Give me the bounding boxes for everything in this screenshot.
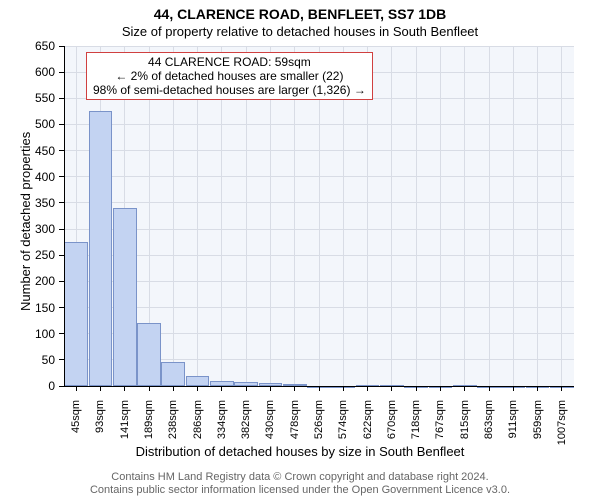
annotation-line: 44 CLARENCE ROAD: 59sqm bbox=[93, 55, 366, 69]
x-tickmark bbox=[391, 386, 392, 391]
x-gridline bbox=[464, 46, 465, 386]
x-tickmark bbox=[343, 386, 344, 391]
x-axis-line bbox=[64, 386, 574, 387]
x-tickmark bbox=[489, 386, 490, 391]
page-subtitle: Size of property relative to detached ho… bbox=[0, 24, 600, 39]
x-gridline bbox=[561, 46, 562, 386]
footer-line-2: Contains public sector information licen… bbox=[0, 484, 600, 498]
y-tick-label: 500 bbox=[0, 117, 55, 131]
page-title: 44, CLARENCE ROAD, BENFLEET, SS7 1DB bbox=[0, 6, 600, 22]
bar bbox=[186, 376, 210, 386]
x-gridline bbox=[416, 46, 417, 386]
x-tickmark bbox=[416, 386, 417, 391]
annotation-line: ← 2% of detached houses are smaller (22) bbox=[93, 69, 366, 83]
y-tick-label: 50 bbox=[0, 353, 55, 367]
bar bbox=[113, 208, 137, 386]
y-tick-label: 0 bbox=[0, 379, 55, 393]
x-axis-label: Distribution of detached houses by size … bbox=[0, 444, 600, 459]
x-gridline bbox=[513, 46, 514, 386]
annotation-box: 44 CLARENCE ROAD: 59sqm← 2% of detached … bbox=[86, 52, 373, 100]
x-tickmark bbox=[319, 386, 320, 391]
x-tickmark bbox=[270, 386, 271, 391]
x-tickmark bbox=[537, 386, 538, 391]
bar bbox=[64, 242, 88, 386]
x-tickmark bbox=[294, 386, 295, 391]
x-tickmark bbox=[149, 386, 150, 391]
x-tickmark bbox=[76, 386, 77, 391]
y-tick-label: 550 bbox=[0, 91, 55, 105]
x-tickmark bbox=[464, 386, 465, 391]
y-tick-label: 100 bbox=[0, 327, 55, 341]
y-tick-label: 650 bbox=[0, 39, 55, 53]
x-gridline bbox=[440, 46, 441, 386]
x-tickmark bbox=[197, 386, 198, 391]
x-tickmark bbox=[367, 386, 368, 391]
y-axis-line bbox=[64, 46, 65, 386]
x-tickmark bbox=[124, 386, 125, 391]
x-tickmark bbox=[561, 386, 562, 391]
bar bbox=[137, 323, 161, 386]
x-tickmark bbox=[513, 386, 514, 391]
x-tickmark bbox=[221, 386, 222, 391]
y-axis-label: Number of detached properties bbox=[18, 132, 33, 311]
x-tickmark bbox=[173, 386, 174, 391]
y-tick-label: 600 bbox=[0, 65, 55, 79]
footer: Contains HM Land Registry data © Crown c… bbox=[0, 471, 600, 499]
bar bbox=[89, 111, 113, 386]
x-tickmark bbox=[440, 386, 441, 391]
x-gridline bbox=[537, 46, 538, 386]
bar bbox=[161, 362, 185, 386]
footer-line-1: Contains HM Land Registry data © Crown c… bbox=[0, 471, 600, 485]
x-tickmark bbox=[246, 386, 247, 391]
x-tickmark bbox=[100, 386, 101, 391]
annotation-line: 98% of semi-detached houses are larger (… bbox=[93, 83, 366, 97]
x-gridline bbox=[391, 46, 392, 386]
x-gridline bbox=[489, 46, 490, 386]
